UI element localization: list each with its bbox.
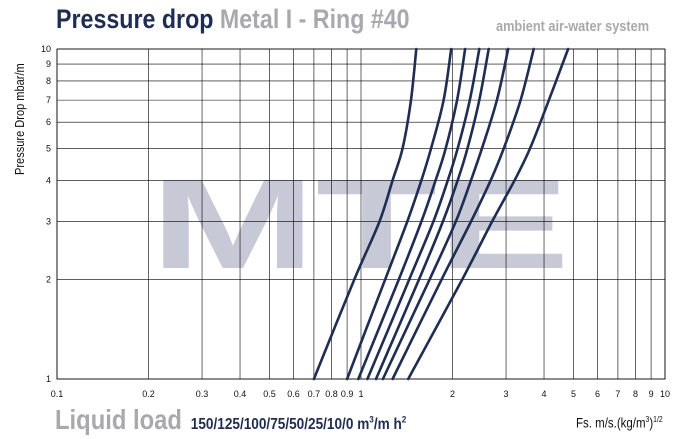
x-tick-label: 0.3 — [196, 389, 209, 399]
x-axis-label: Fs. m/s.(kg/m3)1/2 — [576, 414, 663, 431]
chart-curves — [312, 47, 570, 381]
x-axis-ticks: 0.1 0.2 0.3 0.4 0.5 0.6 0.7 0.8 0.9 1 2 3 4 5 6 7 8 9 10 — [51, 389, 670, 399]
y-tick-label: 10 — [41, 44, 51, 54]
x-tick-label: 4 — [542, 389, 547, 399]
y-tick-label: 5 — [46, 143, 51, 153]
title-main: Pressure drop — [56, 4, 214, 34]
x-tick-label: 1 — [358, 389, 363, 399]
x-tick-label: 0.8 — [325, 389, 338, 399]
chart-grid — [56, 48, 666, 380]
x-tick-label: 7 — [615, 389, 620, 399]
y-tick-label: 1 — [46, 374, 51, 384]
x-tick-label: 0.4 — [234, 389, 247, 399]
series-line-50 — [374, 47, 490, 381]
x-tick-label: 0.2 — [142, 389, 155, 399]
liquid-load-label: Liquid load — [55, 404, 182, 435]
x-tick-label: 8 — [633, 389, 638, 399]
x-tick-label: 5 — [571, 389, 576, 399]
y-tick-label: 6 — [46, 117, 51, 127]
x-tick-label: 6 — [595, 389, 600, 399]
series-line-125 — [345, 47, 453, 381]
y-tick-label: 7 — [46, 95, 51, 105]
x-tick-label: 2 — [450, 389, 455, 399]
y-tick-label: 3 — [46, 217, 51, 227]
x-tick-label: 3 — [504, 389, 509, 399]
series-line-100 — [357, 47, 467, 381]
y-tick-label: 9 — [46, 59, 51, 69]
y-tick-label: 4 — [46, 175, 51, 185]
x-tick-label: 0.6 — [287, 389, 300, 399]
series-line-25 — [381, 47, 510, 381]
title-sub: Metal I - Ring #40 — [219, 4, 410, 34]
x-tick-label: 9 — [649, 389, 654, 399]
liquid-load-values: 150/125/100/75/50/25/10/0 m3/m h2 — [190, 414, 407, 433]
x-tick-label: 10 — [660, 389, 670, 399]
x-tick-label: 0.7 — [308, 389, 321, 399]
series-line-0 — [406, 47, 570, 381]
series-line-75 — [366, 47, 481, 381]
watermark: MTE — [150, 153, 570, 296]
series-line-10 — [391, 47, 535, 381]
liquid-load-legend: Liquid load 150/125/100/75/50/25/10/0 m3… — [55, 404, 406, 436]
y-tick-label: 8 — [46, 76, 51, 86]
series-line-150 — [312, 47, 418, 381]
chart-title: Pressure drop Metal I - Ring #40 — [56, 4, 410, 35]
plot-frame — [56, 48, 666, 380]
x-tick-label: 0.5 — [263, 389, 276, 399]
x-tick-label: 0.1 — [51, 389, 64, 399]
y-axis-ticks: 1 2 3 4 5 6 7 8 9 10 — [41, 44, 51, 384]
system-label: ambient air-water system — [496, 18, 650, 35]
y-tick-label: 2 — [46, 275, 51, 285]
y-axis-label: Pressure Drop mbar/m — [12, 63, 27, 175]
x-tick-label: 0.9 — [341, 389, 354, 399]
